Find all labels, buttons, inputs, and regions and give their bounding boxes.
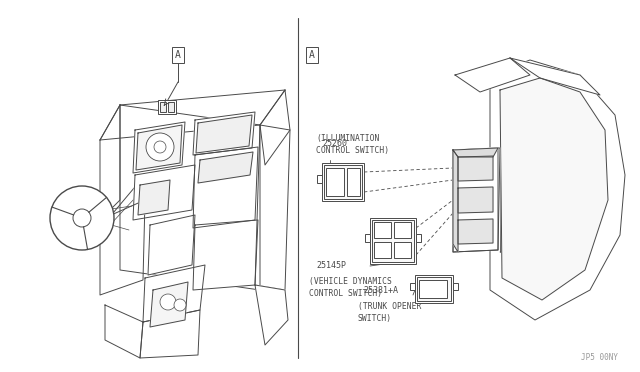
Polygon shape bbox=[143, 265, 205, 322]
Polygon shape bbox=[500, 78, 608, 300]
Polygon shape bbox=[458, 219, 493, 244]
Bar bbox=[417, 277, 451, 301]
Bar bbox=[453, 283, 458, 290]
Bar bbox=[158, 100, 176, 114]
Polygon shape bbox=[458, 156, 493, 181]
Polygon shape bbox=[453, 148, 498, 157]
Polygon shape bbox=[196, 115, 252, 153]
Bar bbox=[322, 163, 364, 201]
Circle shape bbox=[174, 299, 186, 311]
Bar bbox=[365, 234, 370, 242]
Polygon shape bbox=[453, 148, 498, 252]
Bar bbox=[419, 280, 447, 298]
Polygon shape bbox=[458, 187, 493, 213]
Polygon shape bbox=[453, 148, 500, 252]
Text: 25260: 25260 bbox=[322, 139, 347, 148]
Circle shape bbox=[154, 141, 166, 153]
Polygon shape bbox=[510, 58, 600, 95]
Text: A: A bbox=[309, 50, 315, 60]
Bar bbox=[370, 218, 416, 264]
Bar bbox=[374, 222, 391, 238]
Polygon shape bbox=[260, 90, 290, 165]
Text: (TRUNK OPENER
SWITCH): (TRUNK OPENER SWITCH) bbox=[358, 302, 421, 323]
Polygon shape bbox=[193, 147, 258, 228]
Bar bbox=[372, 220, 414, 262]
Polygon shape bbox=[455, 58, 530, 92]
Bar bbox=[394, 242, 411, 258]
Polygon shape bbox=[193, 112, 255, 155]
Polygon shape bbox=[133, 122, 185, 173]
Circle shape bbox=[146, 133, 174, 161]
Text: (ILLUMINATION
CONTROL SWITCH): (ILLUMINATION CONTROL SWITCH) bbox=[316, 134, 389, 155]
Text: A: A bbox=[175, 50, 181, 60]
Polygon shape bbox=[255, 285, 288, 345]
Bar bbox=[347, 168, 360, 196]
Bar bbox=[160, 102, 166, 112]
Polygon shape bbox=[100, 90, 285, 140]
Text: JP5 00NY: JP5 00NY bbox=[581, 353, 618, 362]
Text: 25381+A: 25381+A bbox=[363, 286, 398, 295]
Bar bbox=[168, 102, 174, 112]
Polygon shape bbox=[136, 125, 182, 170]
Polygon shape bbox=[140, 310, 200, 358]
Polygon shape bbox=[453, 150, 458, 252]
Polygon shape bbox=[138, 180, 170, 215]
Bar bbox=[410, 283, 415, 290]
Circle shape bbox=[50, 186, 114, 250]
Bar bbox=[317, 175, 322, 183]
Circle shape bbox=[160, 294, 176, 310]
Bar bbox=[324, 165, 362, 199]
Circle shape bbox=[73, 209, 91, 227]
Polygon shape bbox=[148, 215, 195, 275]
Polygon shape bbox=[120, 105, 260, 290]
Bar bbox=[326, 168, 344, 196]
Polygon shape bbox=[193, 220, 258, 290]
Bar bbox=[416, 234, 421, 242]
Polygon shape bbox=[105, 305, 143, 358]
Polygon shape bbox=[198, 152, 253, 183]
Bar bbox=[394, 222, 411, 238]
Text: 25145P: 25145P bbox=[316, 261, 346, 270]
Polygon shape bbox=[490, 60, 625, 320]
Polygon shape bbox=[133, 165, 195, 220]
Polygon shape bbox=[100, 105, 120, 220]
Bar bbox=[374, 242, 391, 258]
Polygon shape bbox=[150, 282, 188, 327]
Text: (VEHICLE DYNAMICS
CONTROL SWITCH): (VEHICLE DYNAMICS CONTROL SWITCH) bbox=[309, 277, 392, 298]
Polygon shape bbox=[100, 200, 145, 295]
Bar bbox=[415, 275, 453, 303]
Polygon shape bbox=[255, 125, 290, 290]
